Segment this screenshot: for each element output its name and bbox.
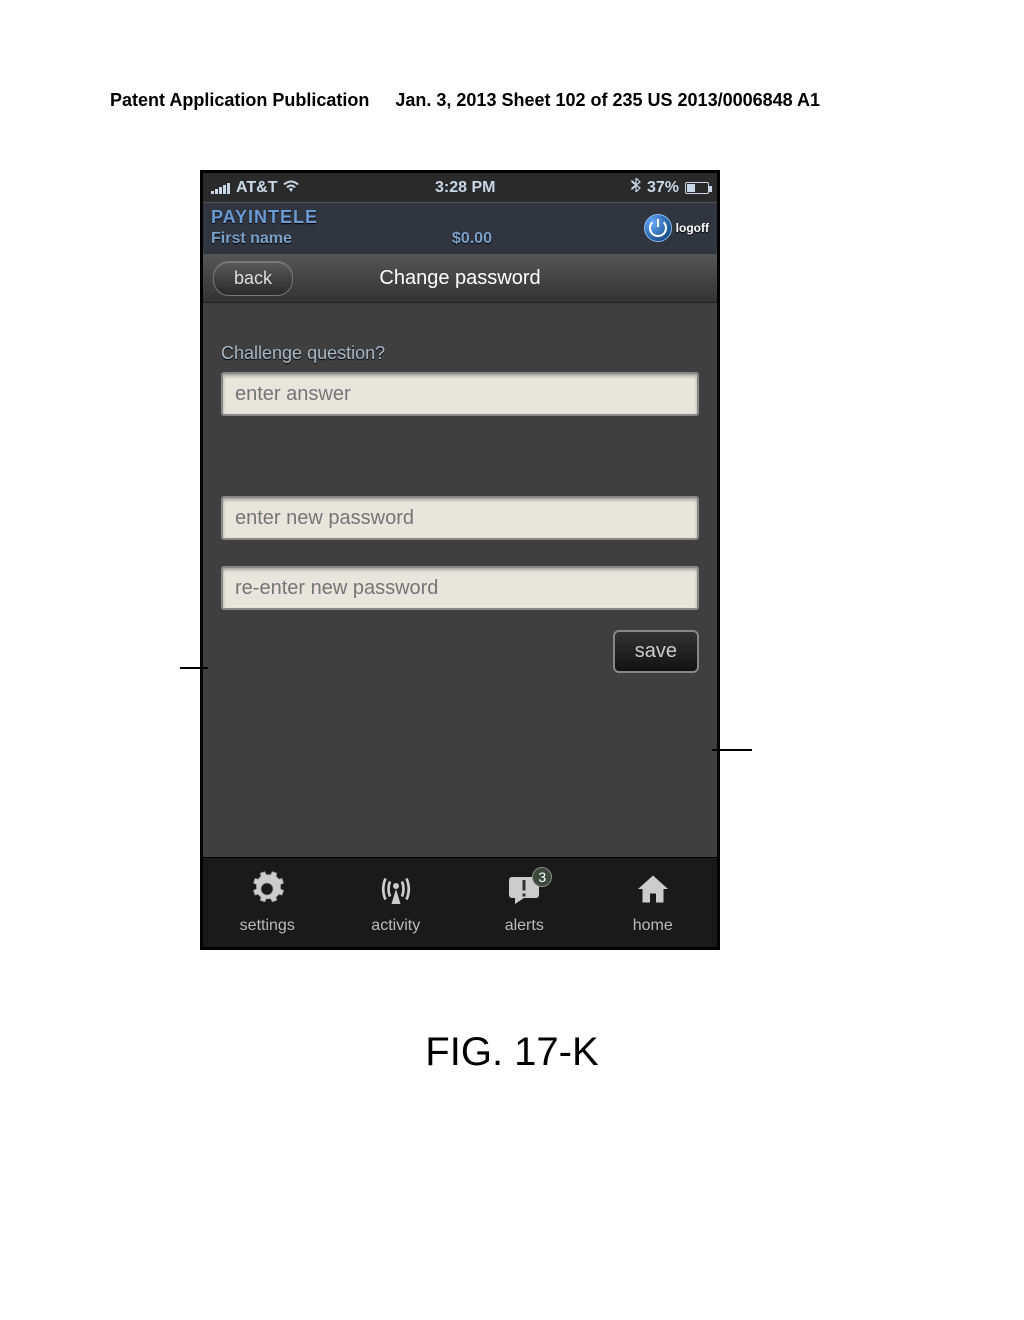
alerts-badge: 3 (532, 867, 552, 887)
tab-bar: settings activity 3 alerts home (203, 857, 717, 947)
logoff-button[interactable]: logoff (644, 214, 709, 242)
callout-line-right (712, 749, 752, 751)
confirm-password-input[interactable] (221, 566, 699, 610)
patent-header-right: Jan. 3, 2013 Sheet 102 of 235 US 2013/00… (395, 90, 820, 111)
user-firstname: First name (211, 230, 292, 248)
tab-home-label: home (633, 917, 673, 935)
status-left: AT&T (211, 179, 299, 197)
home-icon (635, 871, 671, 913)
new-password-input[interactable] (221, 496, 699, 540)
tab-alerts[interactable]: 3 alerts (460, 858, 589, 947)
battery-icon (685, 182, 709, 194)
carrier-label: AT&T (236, 179, 277, 197)
logoff-label: logoff (676, 221, 709, 235)
tab-activity[interactable]: activity (332, 858, 461, 947)
challenge-answer-input[interactable] (221, 372, 699, 416)
tab-settings[interactable]: settings (203, 858, 332, 947)
signal-icon (211, 182, 230, 194)
power-icon (644, 214, 672, 242)
tab-home[interactable]: home (589, 858, 718, 947)
figure-caption: FIG. 17-K (0, 1030, 1024, 1075)
clock: 3:28 PM (435, 179, 495, 197)
patent-header: Patent Application Publication Jan. 3, 2… (110, 90, 820, 111)
antenna-icon (378, 871, 414, 913)
save-button[interactable]: save (613, 630, 699, 673)
app-name: PAYINTELE (211, 207, 492, 228)
alert-icon: 3 (506, 871, 542, 913)
balance: $0.00 (452, 230, 492, 248)
form-area: Challenge question? save (203, 303, 717, 857)
phone-screen: AT&T 3:28 PM 37% PAYINTELE First name $0… (200, 170, 720, 950)
title-bar: back Change password (203, 255, 717, 303)
status-right: 37% (631, 178, 709, 197)
wifi-icon (283, 179, 299, 197)
app-header: PAYINTELE First name $0.00 logoff (203, 203, 717, 255)
status-bar: AT&T 3:28 PM 37% (203, 173, 717, 203)
battery-pct: 37% (647, 179, 679, 197)
callout-line-left (180, 667, 208, 669)
gear-icon (249, 871, 285, 913)
challenge-question-label: Challenge question? (221, 343, 699, 364)
tab-alerts-label: alerts (505, 917, 544, 935)
tab-activity-label: activity (371, 917, 420, 935)
bluetooth-icon (631, 178, 641, 197)
tab-settings-label: settings (240, 917, 295, 935)
patent-header-left: Patent Application Publication (110, 90, 369, 111)
back-button[interactable]: back (213, 261, 293, 296)
